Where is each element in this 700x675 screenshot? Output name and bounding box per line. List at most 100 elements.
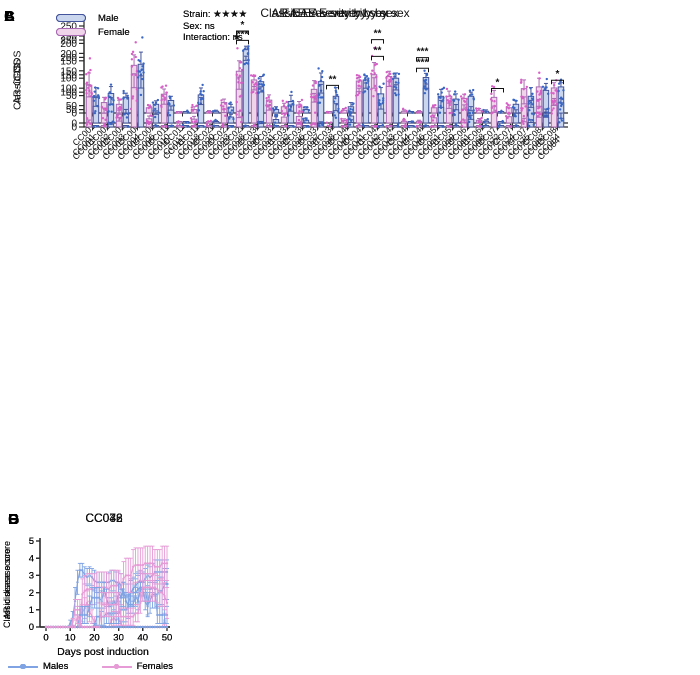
panel-b-letter: B xyxy=(4,8,15,25)
panel-c-y-axis-label: AR-CDS xyxy=(11,63,24,105)
svg-text:1: 1 xyxy=(29,605,34,616)
panel-a-stats: Strain: ★★★★ Sex: ns Interaction: ns xyxy=(183,9,247,44)
panel-d-x-axis-label: Days post induction xyxy=(57,646,149,658)
svg-text:2: 2 xyxy=(29,588,34,599)
legend-males-label: Males xyxy=(43,661,69,672)
svg-text:0: 0 xyxy=(43,633,48,644)
panel-g: 0 1 2 3 4 5 0 10 20 30 40 50 G CC072 AR disease sco… xyxy=(0,504,175,675)
svg-text:40: 40 xyxy=(138,633,149,644)
svg-text:0: 0 xyxy=(43,633,48,644)
stat-interaction: Interaction: ns xyxy=(183,32,243,43)
legend-males-label: Males xyxy=(43,661,69,672)
panel-c-stats: Strain: ★★★★ Sex: ns Interaction: ns xyxy=(183,9,247,44)
panel-e-title: CC042 xyxy=(85,511,123,525)
svg-text:3: 3 xyxy=(29,571,34,582)
legend-male-label: Male xyxy=(98,12,119,24)
legend-females-label: Females xyxy=(136,661,173,672)
svg-text:20: 20 xyxy=(89,633,100,644)
panel-e-x-axis-label: Days post induction xyxy=(57,646,149,658)
svg-text:40: 40 xyxy=(138,633,149,644)
svg-text:30: 30 xyxy=(113,633,124,644)
panel-b: 0 50 100 150 200 250 CC001 CC002 CC003 CC004 CC006… xyxy=(0,0,700,168)
svg-text:1: 1 xyxy=(29,605,34,616)
panel-g-title: CC072 xyxy=(85,511,123,525)
svg-text:50: 50 xyxy=(66,105,78,116)
svg-text:0: 0 xyxy=(43,633,48,644)
panel-c-legend: Male Female xyxy=(56,11,130,39)
svg-text:30: 30 xyxy=(113,633,124,644)
legend-female-label: Female xyxy=(98,26,130,38)
svg-text:5: 5 xyxy=(29,536,34,547)
svg-text:**: ** xyxy=(329,74,337,85)
stat-interaction: Interaction: ★ xyxy=(183,32,242,43)
legend-female-label: Female xyxy=(98,26,130,38)
legend-females-label: Females xyxy=(136,661,173,672)
svg-text:0: 0 xyxy=(29,622,34,633)
panel-c: 0 50 100 150 200 250 CC001 CC002 CC003 CC004 CC006… xyxy=(0,0,700,168)
significance-markers: ** ** xyxy=(326,69,564,93)
panel-c-title: AR-EAE severity by sex xyxy=(271,6,399,20)
legend-males-label: Males xyxy=(43,661,69,672)
svg-text:50: 50 xyxy=(66,101,78,112)
legend-male-label: Male xyxy=(98,12,119,24)
svg-text:50: 50 xyxy=(162,633,173,644)
svg-text:50: 50 xyxy=(162,633,173,644)
panel-f-x-axis-label: Days post induction xyxy=(57,646,149,658)
panel-c-bar-chart: 050100150200250CC001CC002CC003CC004CC006… xyxy=(60,35,568,162)
svg-text:50: 50 xyxy=(162,633,173,644)
svg-text:0: 0 xyxy=(29,622,34,633)
svg-text:**: ** xyxy=(374,45,382,56)
svg-text:250: 250 xyxy=(60,36,77,47)
stat-sex: Sex: ns xyxy=(183,20,215,32)
svg-text:2: 2 xyxy=(29,588,34,599)
svg-text:100: 100 xyxy=(60,88,77,99)
panel-g-legend: Males Females xyxy=(8,661,173,672)
svg-text:4: 4 xyxy=(29,553,34,564)
svg-text:10: 10 xyxy=(65,633,76,644)
svg-text:40: 40 xyxy=(138,633,149,644)
svg-text:2: 2 xyxy=(29,588,34,599)
data-points xyxy=(85,55,564,128)
svg-text:20: 20 xyxy=(89,633,100,644)
svg-text:250: 250 xyxy=(60,32,77,43)
svg-text:3: 3 xyxy=(29,571,34,582)
svg-text:5: 5 xyxy=(29,536,34,547)
svg-text:0: 0 xyxy=(29,622,34,633)
females-series xyxy=(44,573,169,629)
svg-text:1: 1 xyxy=(29,605,34,616)
svg-text:40: 40 xyxy=(138,633,149,644)
females-line-marker xyxy=(101,663,132,670)
svg-text:***: *** xyxy=(417,57,429,68)
panel-d-title: CC046 xyxy=(85,511,123,525)
stat-strain: Strain: ★★★★ xyxy=(183,9,248,20)
significance-markers: ******** xyxy=(236,29,429,73)
legend-female-label: Female xyxy=(98,26,130,38)
svg-text:150: 150 xyxy=(60,70,77,81)
svg-text:10: 10 xyxy=(65,633,76,644)
female-swatch xyxy=(56,28,86,36)
panel-a-title: EAE severity by sex xyxy=(281,6,389,20)
stat-interaction: Interaction: ns xyxy=(183,32,243,43)
panel-b-bar-chart: 050100150200250CC001CC002CC003CC004CC006… xyxy=(60,29,568,158)
svg-text:1: 1 xyxy=(29,605,34,616)
panel-e-letter: E xyxy=(8,511,19,528)
svg-text:200: 200 xyxy=(60,39,77,50)
svg-text:0: 0 xyxy=(71,109,77,120)
svg-text:4: 4 xyxy=(29,553,34,564)
svg-text:150: 150 xyxy=(60,56,77,67)
legend-females-label: Females xyxy=(136,661,173,672)
svg-text:250: 250 xyxy=(60,22,77,33)
svg-text:**: ** xyxy=(374,29,382,40)
panel-g-letter: G xyxy=(8,511,20,528)
panel-a-letter: A xyxy=(4,8,15,25)
svg-text:100: 100 xyxy=(60,74,77,85)
panel-b-stats: Strain: ★★★★ Sex: ns Interaction: ★ xyxy=(183,9,247,44)
svg-text:50: 50 xyxy=(66,91,78,102)
svg-text:20: 20 xyxy=(89,633,100,644)
svg-text:0: 0 xyxy=(43,633,48,644)
svg-text:50: 50 xyxy=(162,633,173,644)
svg-text:4: 4 xyxy=(29,553,34,564)
male-swatch xyxy=(56,14,86,22)
